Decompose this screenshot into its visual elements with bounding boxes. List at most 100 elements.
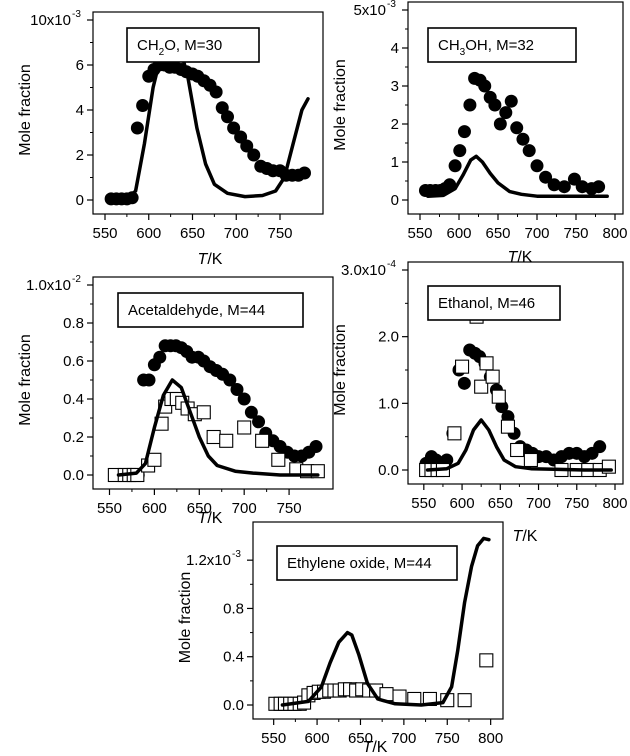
data-point-circle	[237, 392, 251, 406]
y-axis-label: Mole fraction	[177, 572, 194, 664]
data-point-square	[474, 379, 489, 394]
x-tick-label: 600	[142, 500, 167, 517]
data-point-circle	[547, 178, 561, 192]
data-point-circle	[504, 94, 518, 108]
data-point-circle	[593, 440, 607, 454]
x-axis-label-acetaldehyde: T/K	[198, 510, 223, 527]
x-tick-label: 550	[411, 495, 436, 512]
y-tick-label: 4	[76, 102, 84, 119]
data-point-square	[447, 426, 462, 441]
data-point-square	[147, 452, 162, 467]
x-axis-label: T/K	[198, 251, 223, 268]
y-tick-label: 2	[391, 116, 399, 133]
data-point-circle	[448, 159, 462, 173]
plot-frame	[92, 276, 334, 490]
y-exponent: -4	[387, 259, 396, 270]
x-tick-label: 700	[232, 500, 257, 517]
chart-ch2o: 0 2 4 6 10x10 -3 550 600 650 700 750 Mole fraction T…	[17, 9, 324, 268]
x-tick-label: 550	[97, 500, 122, 517]
data-point-square	[510, 442, 525, 458]
data-point-square	[479, 356, 494, 371]
data-point-circle	[223, 373, 237, 387]
data-point-circle	[221, 110, 234, 124]
x-tick-label: 700	[224, 225, 249, 242]
x-tick-label: 650	[348, 730, 373, 747]
data-point-circle	[510, 121, 524, 135]
data-point-circle	[453, 144, 467, 158]
data-point-square	[523, 452, 538, 468]
data-point-circle	[227, 121, 241, 135]
model-line	[426, 154, 609, 198]
data-point-circle	[136, 99, 150, 112]
data-point-circle	[539, 170, 553, 184]
data-point-circle	[298, 166, 311, 180]
data-point-square	[455, 359, 470, 374]
y-tick-label: 0.8	[63, 315, 84, 332]
y-tick-label: 0.0	[378, 462, 399, 479]
x-tick-label: 750	[564, 495, 589, 512]
data-point-square	[392, 689, 407, 704]
model-line	[280, 536, 491, 707]
x-axis-label: T/K	[363, 739, 388, 756]
plot-frame	[407, 261, 624, 485]
x-tick-label: 750	[435, 730, 460, 747]
data-point-circle	[493, 117, 507, 131]
y-tick-label: 0.4	[63, 391, 84, 408]
species-label: Ethanol, M=46	[427, 285, 561, 321]
y-axis-label: Mole fraction	[17, 334, 34, 426]
y-tick-label: 1	[391, 154, 399, 171]
species-label-text: Ethylene oxide, M=44	[287, 555, 432, 572]
data-point-circle	[522, 144, 536, 158]
y-tick-label: 0.2	[63, 429, 84, 446]
data-point-circle	[463, 98, 477, 112]
x-tick-label: 700	[524, 225, 549, 242]
x-tick-label: 550	[407, 225, 432, 242]
data-point-square	[237, 420, 252, 435]
y-tick-label: 0.8	[223, 600, 244, 617]
y-tick-label: 2.0	[378, 329, 399, 346]
chart-ethanol: 0.0 1.0 2.0 3.0x10 -4 550 600 650 700 750 800 Mole …	[332, 259, 628, 545]
y-tick-label: 0	[391, 192, 399, 209]
y-tick-label: 0.6	[63, 353, 84, 370]
data-point-square	[500, 419, 515, 434]
data-point-circle	[557, 180, 571, 194]
x-tick-label: 600	[446, 225, 471, 242]
data-point-square	[196, 405, 211, 420]
data-point-circle	[209, 85, 223, 99]
data-point-circle	[457, 376, 471, 390]
y-exponent: -3	[72, 9, 81, 20]
y-tick-label: 1.0x10	[26, 277, 71, 294]
x-tick-label: 600	[305, 730, 330, 747]
y-tick-label: 5x10	[353, 2, 386, 19]
y-tick-label: 0.0	[223, 697, 244, 714]
y-tick-label: 1.0	[378, 395, 399, 412]
x-tick-label: 700	[526, 495, 551, 512]
x-tick-label: 650	[187, 500, 212, 517]
x-tick-label: 750	[563, 225, 588, 242]
data-point-square	[255, 433, 270, 448]
data-point-circle	[592, 180, 606, 194]
x-tick-label: 600	[136, 225, 161, 242]
y-tick-label: 3	[391, 78, 399, 95]
data-point-square	[491, 389, 506, 404]
y-tick-label: 4	[391, 40, 399, 57]
data-point-circle	[230, 383, 244, 396]
data-point-square	[479, 653, 494, 668]
plot-frame	[252, 521, 504, 720]
data-point-square	[271, 452, 286, 467]
x-tick-label: 650	[485, 225, 510, 242]
y-tick-label: 6	[76, 57, 84, 74]
chart-acetaldehyde: 0.0 0.2 0.4 0.6 0.8 1.0x10 -2 550 600 650 700 750 Mo…	[17, 274, 334, 517]
data-point-circle	[516, 132, 530, 146]
species-label-text: CH3OH, M=32	[438, 37, 534, 58]
model-line	[425, 418, 613, 472]
chart-ch3oh: 0 1 2 3 4 5x10 -3 550 600 650 700 750 800 Mole fracti…	[332, 0, 628, 266]
data-point-square	[206, 429, 221, 445]
y-exponent: -3	[387, 0, 396, 10]
data-point-circle	[125, 191, 139, 205]
y-exponent: -2	[72, 274, 81, 285]
plot-frame	[92, 11, 324, 215]
data-point-circle	[142, 373, 156, 387]
x-tick-label: 800	[478, 730, 503, 747]
